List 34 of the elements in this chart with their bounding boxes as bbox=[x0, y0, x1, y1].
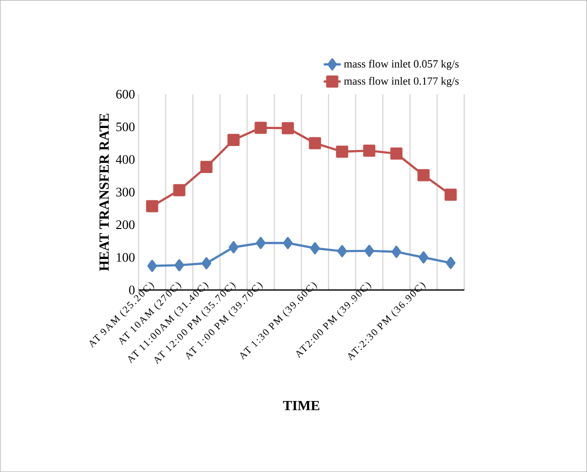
y-tick-label: 600 bbox=[116, 90, 135, 99]
point bbox=[227, 134, 240, 146]
point bbox=[308, 137, 322, 150]
point bbox=[146, 200, 158, 212]
point bbox=[173, 184, 186, 196]
y-axis-title: HEAT TRANSFER RATE bbox=[99, 114, 109, 271]
point bbox=[254, 122, 267, 134]
point bbox=[174, 259, 184, 272]
point bbox=[444, 188, 457, 201]
y-tick-label: 200 bbox=[116, 220, 135, 230]
point bbox=[392, 246, 402, 258]
point bbox=[283, 236, 293, 250]
point bbox=[147, 260, 157, 272]
point bbox=[390, 147, 402, 160]
y-tick-label: 400 bbox=[116, 155, 135, 164]
point bbox=[256, 236, 266, 250]
y-tick-label: 100 bbox=[116, 252, 135, 262]
legend-label: mass flow inlet 0.177 kg/s bbox=[344, 76, 459, 87]
point bbox=[363, 144, 376, 157]
point bbox=[228, 241, 238, 254]
point bbox=[200, 160, 212, 173]
y-tick-label: 500 bbox=[116, 122, 135, 132]
point bbox=[337, 245, 347, 258]
legend-label: mass flow inlet 0.057 kg/s bbox=[344, 60, 459, 70]
x-axis-title: TIME bbox=[283, 400, 320, 410]
point bbox=[202, 257, 212, 270]
point bbox=[336, 146, 348, 158]
point bbox=[310, 242, 320, 254]
point bbox=[364, 244, 374, 257]
point bbox=[417, 169, 430, 182]
point bbox=[418, 251, 428, 264]
y-tick-label: 300 bbox=[116, 188, 135, 196]
point bbox=[446, 256, 456, 269]
point bbox=[282, 122, 294, 134]
